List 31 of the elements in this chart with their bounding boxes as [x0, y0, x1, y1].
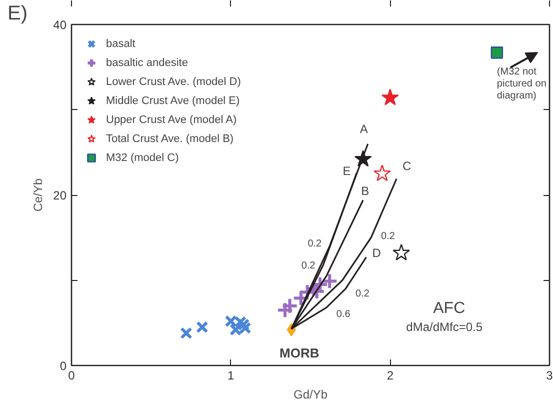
series-label: A [360, 122, 368, 136]
legend-label: Total Crust Ave. (model B) [106, 132, 234, 146]
series-label: E [342, 164, 351, 178]
x-tick-label: 2 [386, 368, 394, 382]
x-tick-label: 3 [546, 368, 553, 382]
annotation: dMa/dMfc=0.5 [406, 320, 483, 334]
legend-label: Upper Crust Ave (model A) [106, 112, 237, 128]
legend-label: basalt [106, 36, 136, 52]
legend-label: M32 (model C) [106, 150, 179, 166]
y-tick-label: 20 [53, 188, 67, 202]
annotation: 0.2 [301, 260, 316, 272]
annotation: 0.2 [308, 238, 322, 250]
y-tick-label: 40 [53, 18, 67, 32]
x-tick-label: 0 [68, 368, 76, 382]
chart-title: E) [8, 2, 28, 24]
y-tick-label: 0 [60, 359, 67, 373]
x-tick-label: 1 [227, 368, 234, 382]
annotation: (M32 not pictured on diagram) [496, 66, 546, 102]
series-label: D [372, 246, 382, 260]
y-axis-title: Ce/Yb [31, 178, 46, 212]
series-label: C [402, 158, 412, 173]
annotation: AFC [433, 300, 466, 317]
annotation: 0.2 [356, 288, 370, 300]
annotation: 0.2 [381, 231, 396, 242]
legend-label: Middle Crust Ave (model E) [106, 94, 240, 108]
annotation: 0.6 [336, 309, 351, 320]
x-axis-title: Gd/Yb [293, 388, 328, 402]
legend-label: basaltic andesite [106, 56, 188, 70]
annotation: MORB [280, 346, 320, 361]
series-label: B [361, 184, 370, 198]
legend-label: Lower Crust Ave. (model D) [106, 74, 241, 90]
